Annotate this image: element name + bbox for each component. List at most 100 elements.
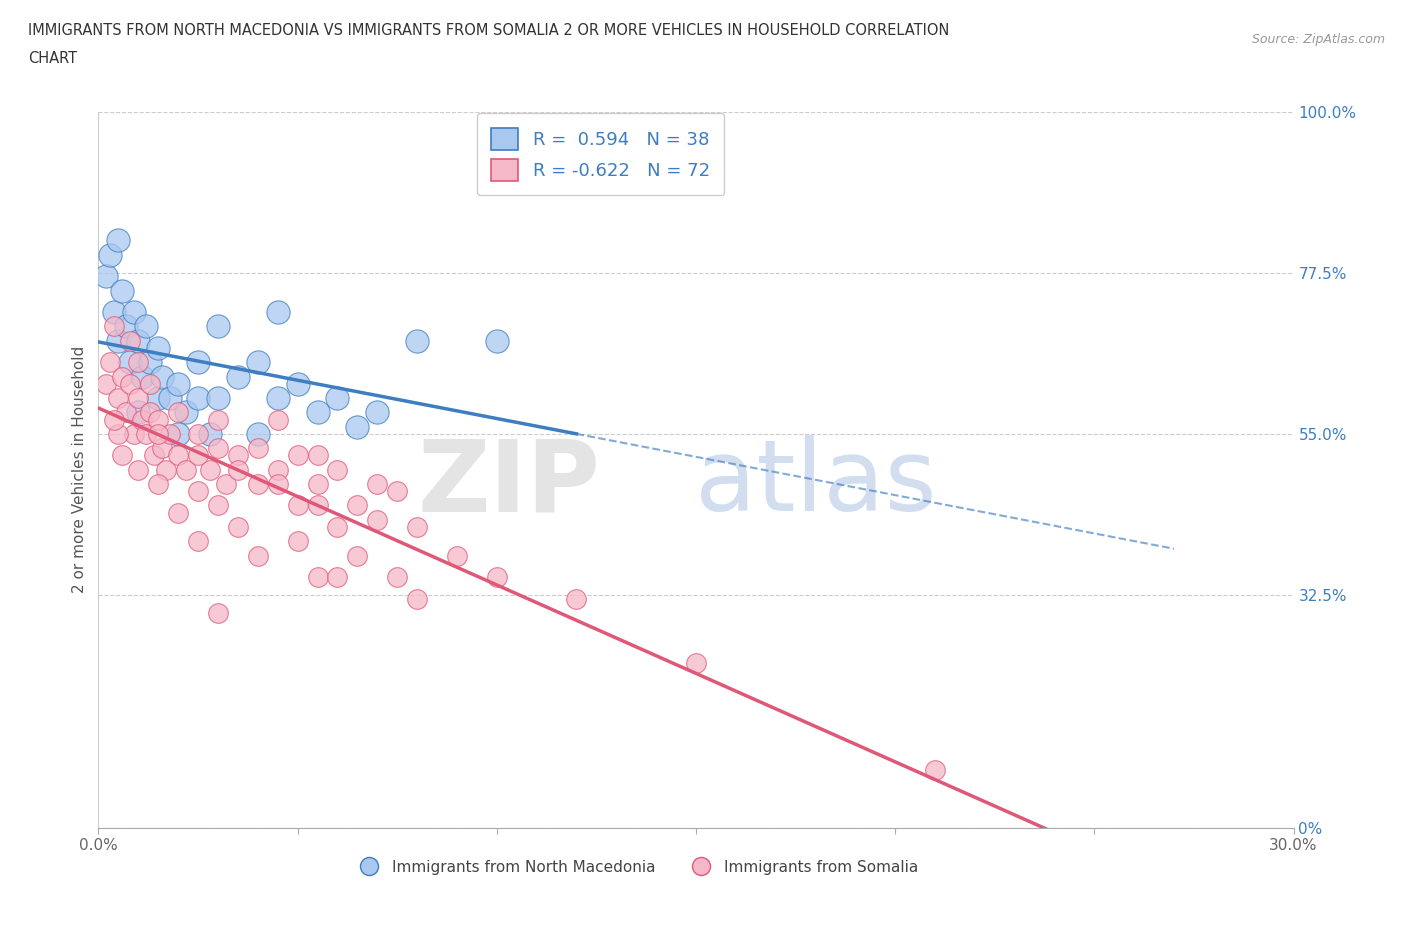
Point — [226, 520, 249, 535]
Point — [115, 405, 138, 419]
Point — [485, 569, 508, 585]
Point — [187, 534, 209, 549]
Point — [246, 441, 269, 456]
Point — [159, 426, 181, 442]
Point — [150, 369, 173, 384]
Point — [131, 412, 153, 427]
Point — [267, 412, 290, 427]
Point — [120, 355, 142, 370]
Point — [326, 391, 349, 405]
Point — [406, 520, 429, 535]
Point — [246, 548, 269, 563]
Point — [307, 498, 329, 513]
Point — [127, 405, 149, 419]
Point — [107, 333, 129, 348]
Point — [924, 763, 946, 777]
Point — [207, 605, 229, 620]
Point — [107, 233, 129, 248]
Point — [135, 426, 157, 442]
Point — [98, 355, 122, 370]
Point — [174, 405, 197, 419]
Point — [287, 448, 309, 463]
Point — [103, 319, 125, 334]
Point — [187, 355, 209, 370]
Point — [143, 448, 166, 463]
Point — [167, 505, 190, 520]
Point — [326, 462, 349, 477]
Point — [96, 269, 118, 284]
Point — [148, 412, 170, 427]
Point — [198, 426, 221, 442]
Point — [215, 476, 238, 491]
Point — [226, 448, 249, 463]
Point — [267, 305, 290, 320]
Point — [207, 498, 229, 513]
Point — [406, 333, 429, 348]
Point — [111, 284, 134, 299]
Point — [103, 305, 125, 320]
Point — [148, 476, 170, 491]
Point — [131, 369, 153, 384]
Point — [346, 419, 368, 434]
Point — [246, 426, 269, 442]
Point — [267, 476, 290, 491]
Point — [174, 462, 197, 477]
Point — [246, 476, 269, 491]
Point — [346, 548, 368, 563]
Point — [135, 319, 157, 334]
Text: ZIP: ZIP — [418, 435, 600, 533]
Text: Source: ZipAtlas.com: Source: ZipAtlas.com — [1251, 33, 1385, 46]
Point — [366, 476, 388, 491]
Point — [155, 462, 177, 477]
Point — [167, 448, 190, 463]
Point — [139, 377, 162, 392]
Point — [167, 377, 190, 392]
Point — [139, 405, 162, 419]
Point — [307, 448, 329, 463]
Point — [287, 498, 309, 513]
Point — [139, 355, 162, 370]
Point — [150, 441, 173, 456]
Point — [307, 569, 329, 585]
Text: IMMIGRANTS FROM NORTH MACEDONIA VS IMMIGRANTS FROM SOMALIA 2 OR MORE VEHICLES IN: IMMIGRANTS FROM NORTH MACEDONIA VS IMMIG… — [28, 23, 949, 38]
Point — [207, 391, 229, 405]
Point — [246, 355, 269, 370]
Point — [124, 426, 146, 442]
Point — [207, 441, 229, 456]
Point — [406, 591, 429, 606]
Point — [187, 484, 209, 498]
Point — [124, 305, 146, 320]
Point — [287, 377, 309, 392]
Point — [167, 426, 190, 442]
Point — [148, 340, 170, 355]
Point — [111, 448, 134, 463]
Point — [148, 391, 170, 405]
Point — [159, 391, 181, 405]
Point — [187, 448, 209, 463]
Point — [366, 405, 388, 419]
Point — [127, 391, 149, 405]
Point — [96, 377, 118, 392]
Point — [111, 369, 134, 384]
Point — [103, 412, 125, 427]
Point — [127, 462, 149, 477]
Point — [107, 391, 129, 405]
Point — [385, 484, 409, 498]
Point — [307, 405, 329, 419]
Point — [287, 534, 309, 549]
Point — [346, 498, 368, 513]
Text: atlas: atlas — [695, 435, 936, 533]
Point — [326, 569, 349, 585]
Point — [226, 369, 249, 384]
Point — [107, 426, 129, 442]
Point — [167, 405, 190, 419]
Point — [115, 319, 138, 334]
Point — [120, 333, 142, 348]
Point — [485, 333, 508, 348]
Point — [120, 377, 142, 392]
Text: CHART: CHART — [28, 51, 77, 66]
Point — [446, 548, 468, 563]
Point — [326, 520, 349, 535]
Point — [198, 462, 221, 477]
Point — [148, 426, 170, 442]
